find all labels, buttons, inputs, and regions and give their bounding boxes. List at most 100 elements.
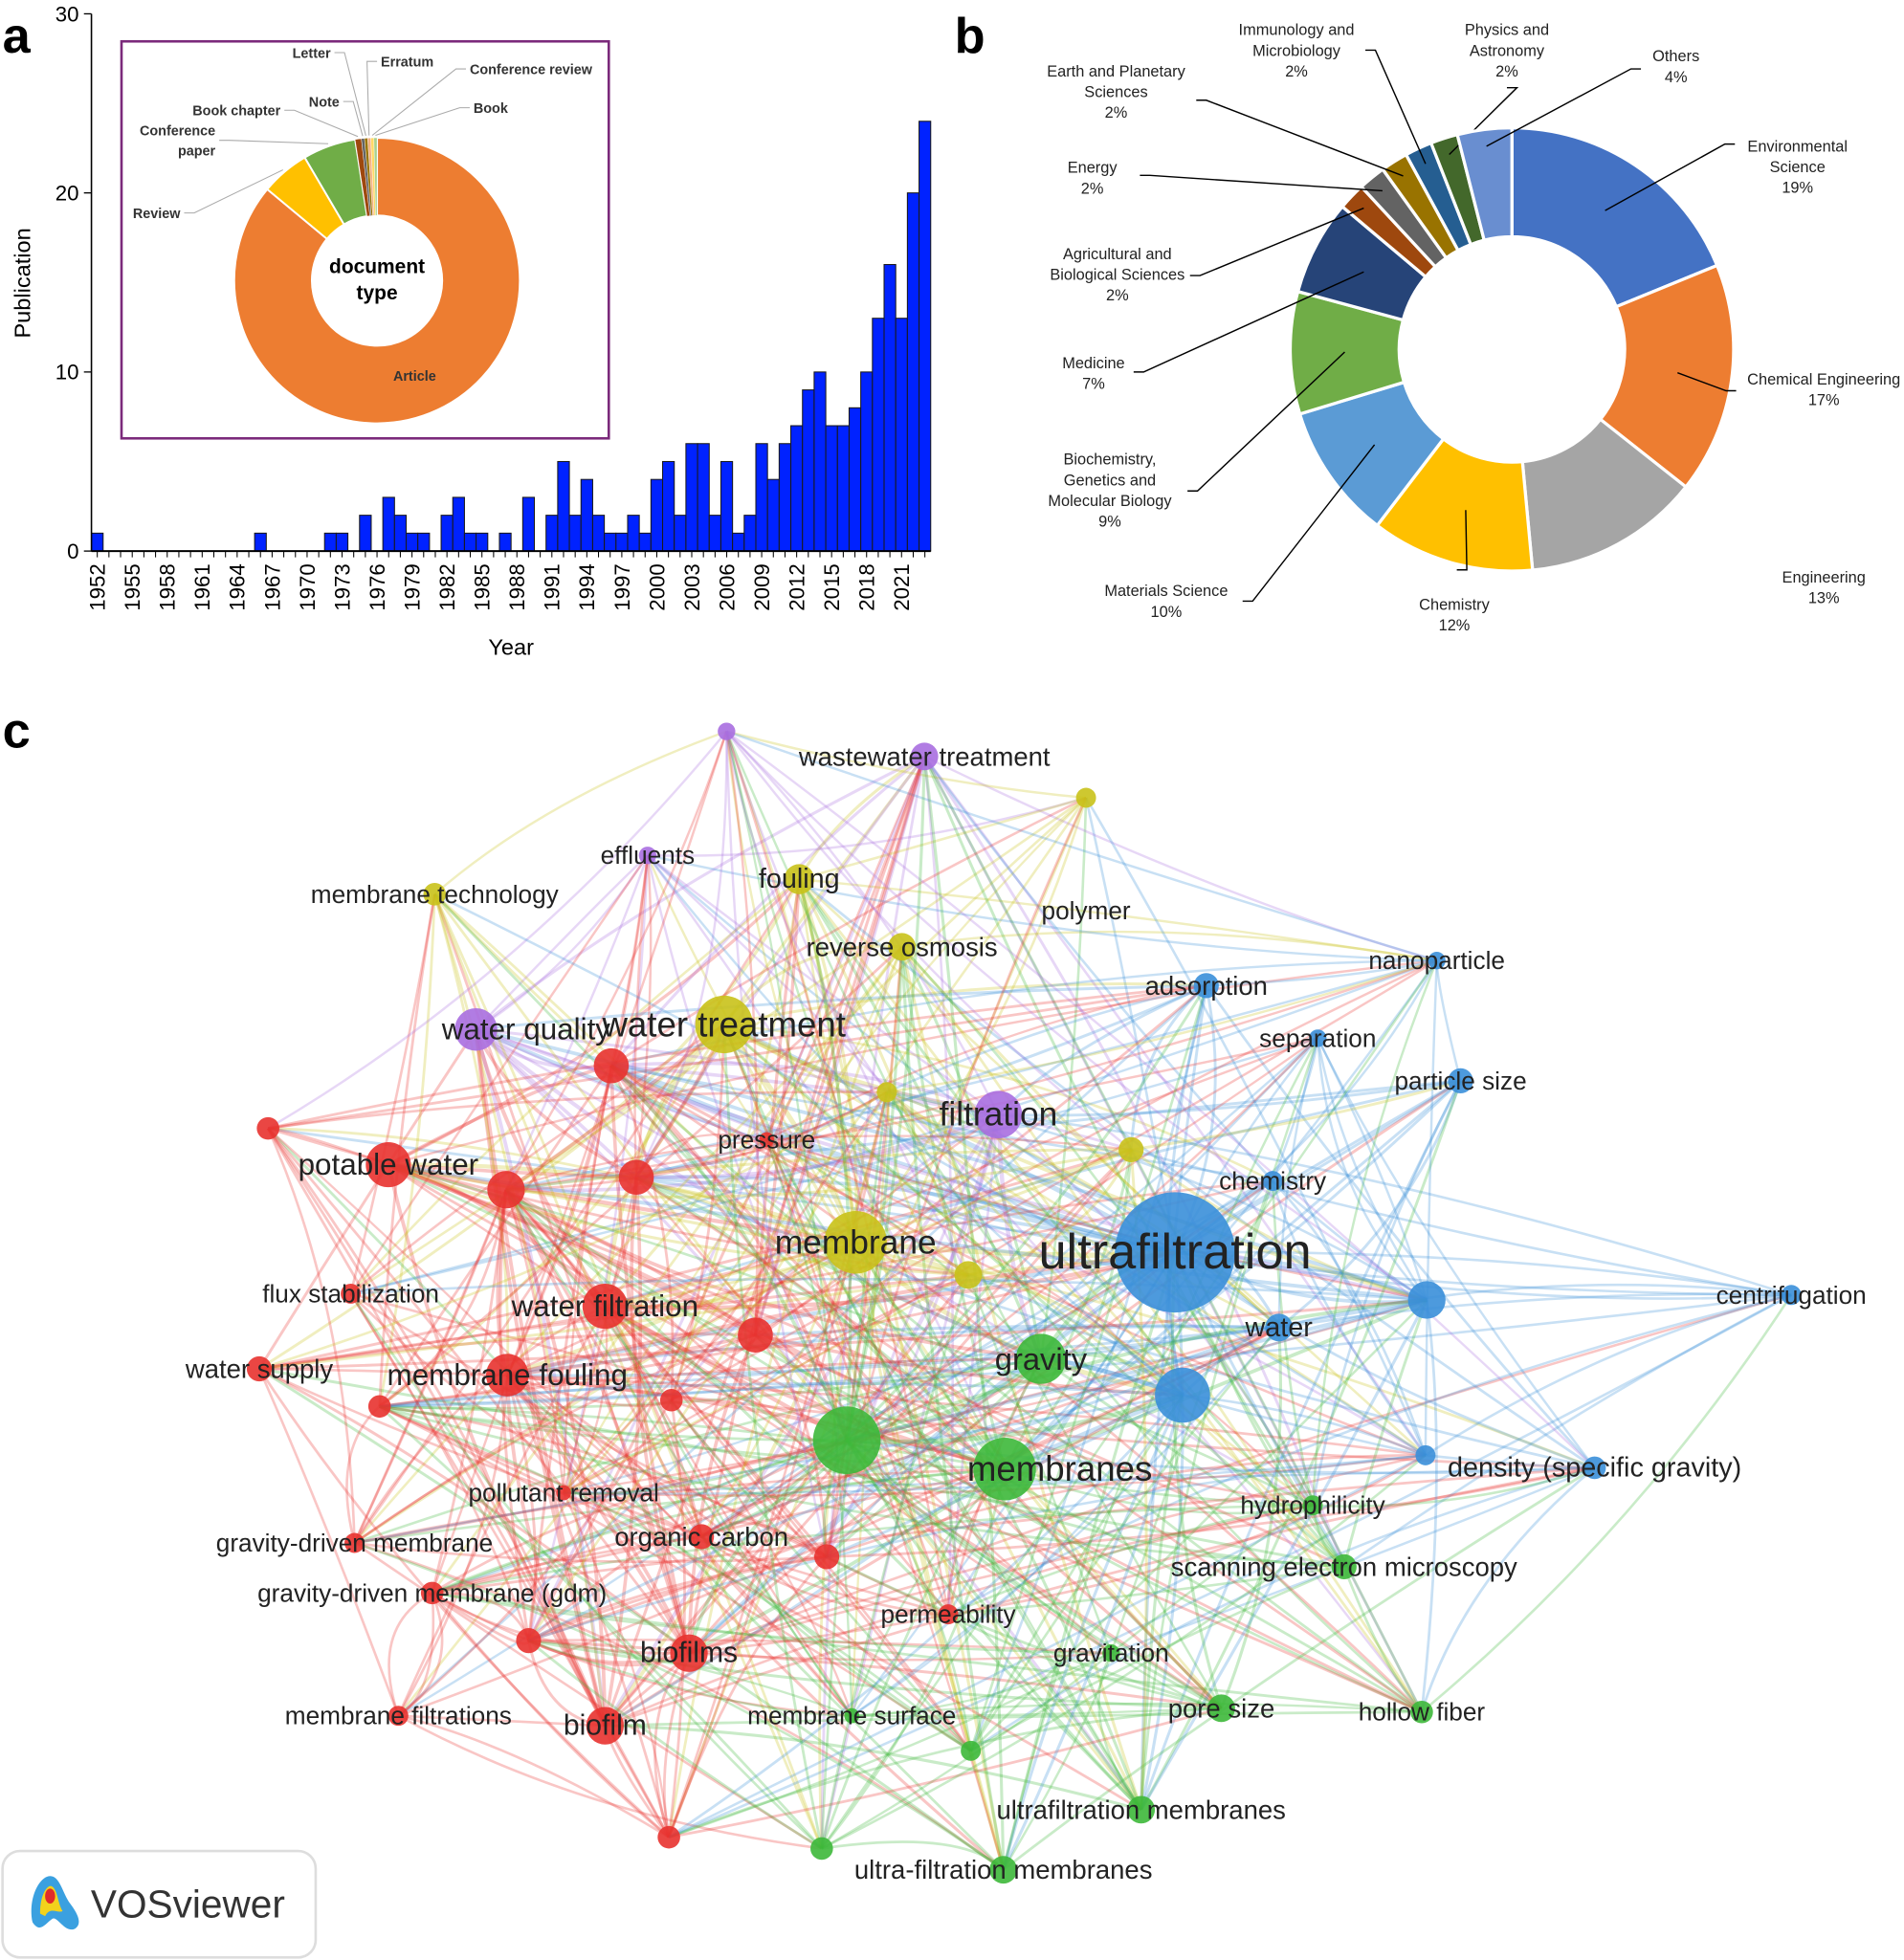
network-edge: [527, 1639, 690, 1664]
network-edge: [900, 946, 1043, 1359]
vosviewer-logo-text: VOSviewer: [91, 1882, 285, 1926]
slice-label: Chemical Engineering: [1747, 371, 1900, 388]
network-edge: [647, 854, 1437, 962]
network-edge: [722, 1024, 824, 1849]
network-edge: [670, 1113, 1000, 1401]
network-edge: [1182, 1394, 1427, 1457]
network-edge: [1175, 1250, 1792, 1297]
network-edge: [923, 756, 1427, 1457]
network-edge: [1110, 1466, 1596, 1655]
network-edge: [646, 854, 1184, 1397]
network-edge: [387, 877, 801, 1167]
bar-1980: [417, 532, 431, 552]
network-edge: [797, 878, 1006, 1870]
network-edge: [504, 1189, 853, 1717]
network-edge: [722, 1024, 1143, 1811]
network-edge: [353, 1189, 508, 1544]
network-edge: [946, 1114, 1000, 1615]
network-edge: [1084, 797, 1428, 1456]
network-edge: [1002, 1394, 1184, 1871]
network-edge: [267, 1127, 1176, 1254]
network-edge: [845, 1439, 1223, 1710]
network-edge: [1002, 1251, 1177, 1871]
network-edge: [667, 1091, 889, 1839]
network-edge: [507, 1325, 1279, 1377]
inset-slice-label: paper: [178, 143, 216, 159]
node-label: flux stabilization: [262, 1279, 439, 1308]
network-edge: [1272, 1179, 1428, 1456]
network-edge: [563, 1298, 1428, 1494]
network-edge: [604, 1305, 1223, 1710]
network-edge: [528, 1639, 1222, 1710]
network-edge: [700, 1535, 972, 1752]
network-edge: [1311, 1080, 1462, 1506]
network-edge: [603, 1023, 726, 1307]
network-edge: [636, 1112, 1000, 1179]
bar-1983: [452, 496, 465, 552]
network-edge: [387, 1162, 856, 1244]
network-edge: [507, 1332, 756, 1377]
network-edge: [504, 1188, 972, 1752]
network-edge: [354, 1541, 1005, 1871]
bar-2007: [732, 532, 745, 552]
node-hydrophilicity: [1302, 1495, 1323, 1516]
network-edge: [387, 1163, 1423, 1713]
node-label: water: [1244, 1312, 1313, 1343]
node-label: fouling: [759, 864, 840, 894]
bar-2013: [802, 389, 815, 552]
bar-1972: [323, 532, 337, 552]
network-edge: [1182, 1394, 1427, 1457]
slice-label: Genetics and: [1064, 472, 1156, 489]
network-edge: [475, 1027, 1042, 1361]
slice-label: 10%: [1151, 604, 1183, 621]
network-edge: [670, 1398, 828, 1558]
network-edge: [257, 1028, 477, 1370]
network-edge: [1271, 1180, 1427, 1457]
network-edge: [827, 1466, 1595, 1558]
node-flux-stabilization: [341, 1283, 362, 1304]
slice-label: 2%: [1106, 287, 1129, 304]
slice-label: 2%: [1105, 104, 1128, 121]
network-edge: [387, 1162, 1428, 1302]
network-edge: [527, 855, 650, 1641]
network-edge: [603, 1113, 1001, 1728]
network-edge: [1129, 984, 1207, 1150]
node-label: water quality: [441, 1013, 611, 1046]
network-edge: [504, 1188, 972, 1752]
bar-2017: [848, 407, 862, 552]
network-edge: [725, 731, 888, 1093]
network-edge: [432, 1591, 1423, 1714]
network-edge: [797, 878, 1043, 1360]
network-edge: [378, 1024, 725, 1408]
network-edge: [505, 1090, 888, 1192]
network-edge: [258, 1367, 1345, 1569]
network-edge: [504, 1189, 565, 1493]
network-edge: [433, 892, 1427, 1457]
network-edge: [379, 1357, 1042, 1410]
network-edge: [610, 1065, 1427, 1457]
network-edge: [527, 1298, 1428, 1642]
network-edge: [506, 1250, 1176, 1377]
network-edge: [700, 1535, 972, 1752]
network-edge: [755, 1332, 1183, 1398]
node: [256, 1116, 279, 1140]
node-label: polymer: [1042, 896, 1131, 925]
network-edge: [504, 1188, 1142, 1811]
network-edge: [353, 878, 801, 1544]
network-edge: [604, 1305, 829, 1558]
bar-1987: [498, 532, 512, 552]
network-edge: [797, 878, 972, 1751]
bar-2009: [755, 443, 768, 552]
network-edge: [431, 731, 728, 1594]
network-edge: [900, 945, 1315, 1507]
bar-1992: [557, 460, 570, 552]
network-edge: [268, 1127, 856, 1244]
network-edge: [267, 1127, 1005, 1871]
network-edge: [397, 1375, 509, 1717]
node-water-supply: [246, 1355, 273, 1382]
slice-label: Chemistry: [1419, 597, 1490, 614]
network-edge: [349, 878, 801, 1295]
network-edge: [1003, 1149, 1133, 1470]
inset-leader-line: [184, 169, 283, 214]
network-edge: [506, 1250, 1176, 1377]
